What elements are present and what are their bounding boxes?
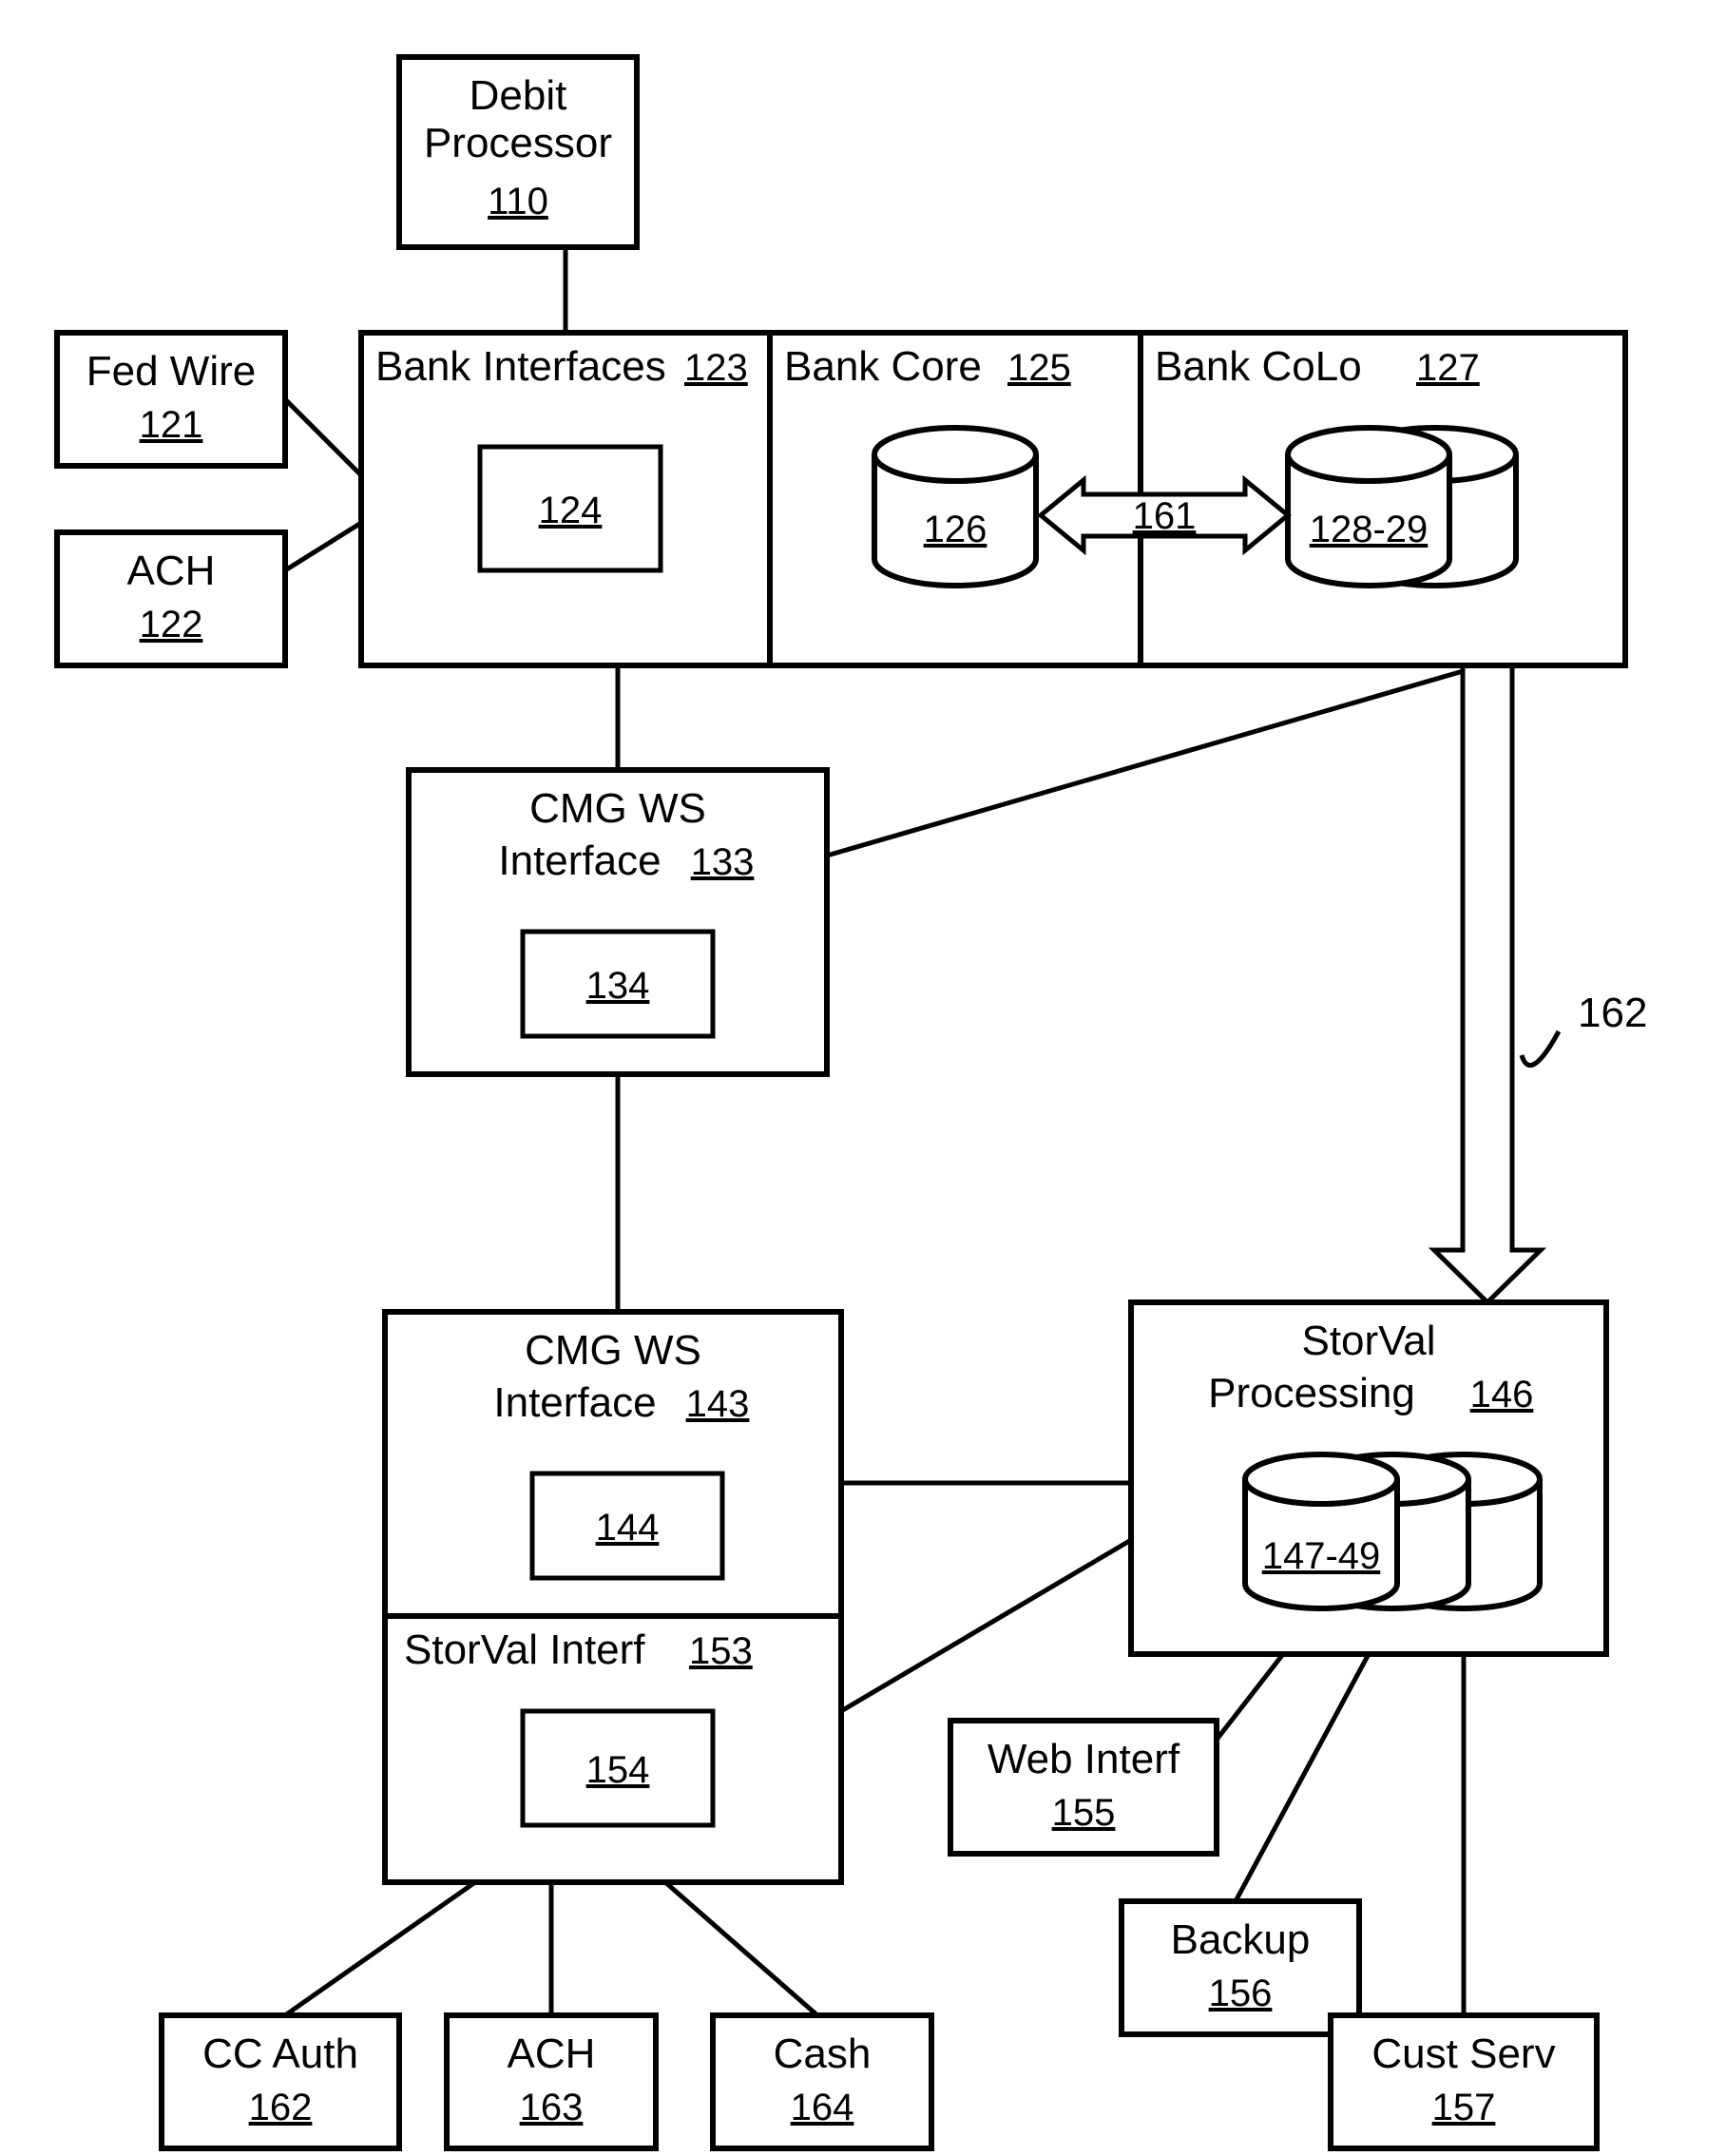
label: 162 [1578,990,1647,1036]
ref-number: 155 [1052,1792,1116,1834]
edge [285,523,361,570]
edge [841,1540,1131,1711]
label: Bank Interfaces [375,343,666,390]
label: Processing [1208,1370,1415,1416]
label: StorVal Interf [404,1627,645,1673]
label: StorVal [1301,1318,1435,1364]
label: CC Auth [202,2031,358,2077]
label: Interface [498,837,661,884]
ref-number: 127 [1416,347,1480,389]
ref-number: 147-49 [1262,1535,1381,1577]
ref-number: 126 [924,509,988,550]
ref-number: 161 [1133,495,1197,537]
ref-number: 123 [684,347,748,389]
bank-core-cylinder [874,428,1036,586]
ref-number: 164 [791,2087,854,2128]
storval-cyl-1 [1245,1454,1397,1608]
ref-number: 144 [596,1507,660,1549]
ref-number: 134 [586,965,650,1007]
label: Interface [493,1379,656,1426]
ref-number: 122 [140,604,203,645]
label: Debit [470,72,567,119]
ref-number: 124 [539,490,603,531]
label: Fed Wire [86,348,256,395]
ref-number: 156 [1209,1973,1273,2014]
ref-number: 121 [140,404,203,446]
system-diagram: 162 DebitProcessor 110 Fed Wire 121 ACH 122 Ban… [0,0,1726,2156]
label: Web Interf [988,1736,1180,1782]
ref-number: 125 [1007,347,1071,389]
arrow-162 [1434,665,1541,1302]
ref-number: 162 [249,2087,313,2128]
label: ACH [508,2031,596,2077]
label: Cust Serv [1371,2031,1555,2077]
ref-number: 146 [1470,1374,1534,1415]
ref-number: 133 [691,841,755,883]
label: Bank Core [784,343,982,390]
ref-number: 154 [586,1749,650,1791]
label: Cash [774,2031,872,2077]
ref-number: 143 [686,1383,750,1425]
edge [665,1882,817,2015]
ref-number: 157 [1432,2087,1496,2128]
ref-number: 110 [488,181,548,222]
edge [1217,1654,1283,1740]
ref-number: 128-29 [1310,509,1429,550]
leader-162 [1522,1031,1559,1066]
label: ACH [127,548,216,594]
label: CMG WS [525,1327,701,1374]
edge [827,665,1483,856]
label: Processor [424,120,612,166]
edge [285,1882,475,2015]
edge [285,399,361,475]
label: Backup [1171,1916,1311,1963]
ref-number: 153 [689,1630,753,1672]
label: Bank CoLo [1155,343,1362,390]
label: CMG WS [529,785,706,832]
ref-number: 163 [520,2087,584,2128]
bank-colo-cyl-front [1288,428,1449,586]
